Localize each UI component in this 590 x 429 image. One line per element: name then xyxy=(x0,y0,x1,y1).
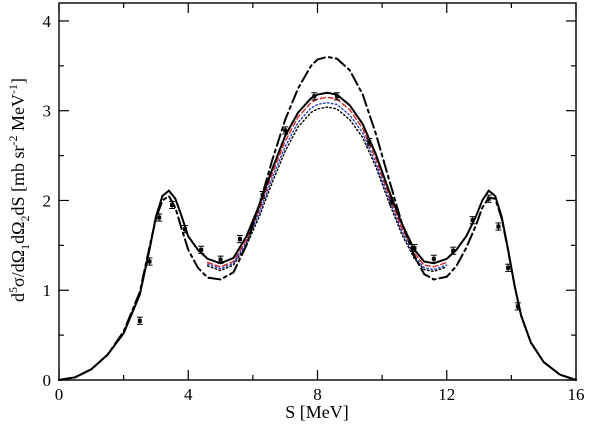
data-point xyxy=(486,196,491,201)
data-point xyxy=(199,247,204,252)
data-point xyxy=(334,94,339,99)
data-point xyxy=(137,318,142,323)
series-line-dotted xyxy=(206,106,448,273)
x-tick-label: 0 xyxy=(55,385,64,404)
y-axis-title-part: ] xyxy=(8,78,28,84)
x-tick-label: 8 xyxy=(313,385,322,404)
x-axis-ticks: 0 4 8 12 16 xyxy=(55,3,585,404)
data-point xyxy=(312,94,317,99)
data-point xyxy=(496,224,501,229)
x-tick-label: 12 xyxy=(438,385,455,404)
data-point xyxy=(283,128,288,133)
data-point xyxy=(389,199,394,204)
series-line-dash-dot xyxy=(58,55,577,381)
y-tick-label: 4 xyxy=(43,12,52,31)
y-tick-label: 1 xyxy=(43,281,52,300)
data-point xyxy=(237,237,242,242)
data-point xyxy=(515,304,520,309)
y-axis-title-part: 2 xyxy=(18,216,32,222)
data-point xyxy=(170,202,175,207)
data-points xyxy=(136,92,521,325)
y-tick-label: 0 xyxy=(43,371,52,390)
x-tick-label: 4 xyxy=(184,385,193,404)
y-axis-title-part: -2 xyxy=(6,136,20,146)
y-axis-title-part: d xyxy=(8,293,28,302)
y-axis-ticks: 0 1 2 3 4 xyxy=(43,12,576,390)
data-point xyxy=(260,193,265,198)
data-point xyxy=(157,215,162,220)
data-point xyxy=(218,257,223,262)
data-point xyxy=(431,256,436,261)
y-axis-title-part: dS [mb sr xyxy=(8,146,28,216)
data-point xyxy=(367,140,372,145)
curves xyxy=(58,55,577,381)
y-axis-title-part: 5 xyxy=(6,287,20,293)
data-point xyxy=(183,227,188,232)
y-axis-title: d5σ/dΩ1dΩ2dS [mb sr-2 MeV-1] xyxy=(6,78,32,302)
data-point xyxy=(147,259,152,264)
data-point xyxy=(451,248,456,253)
x-tick-label: 16 xyxy=(568,385,585,404)
y-axis-title-part: MeV xyxy=(8,94,28,136)
y-tick-label: 3 xyxy=(43,102,52,121)
series-line-dotted xyxy=(206,101,448,271)
y-axis-title-part: σ/dΩ xyxy=(8,250,28,287)
data-point xyxy=(412,246,417,251)
y-axis-title-part: 1 xyxy=(18,244,32,250)
y-axis-title-part: dΩ xyxy=(8,222,28,244)
y-tick-label: 2 xyxy=(43,191,52,210)
x-axis-title: S [MeV] xyxy=(285,402,349,422)
y-axis-title-part: -1 xyxy=(6,84,20,94)
series-line-solid xyxy=(58,91,577,381)
data-point xyxy=(470,218,475,223)
data-point xyxy=(506,265,511,270)
